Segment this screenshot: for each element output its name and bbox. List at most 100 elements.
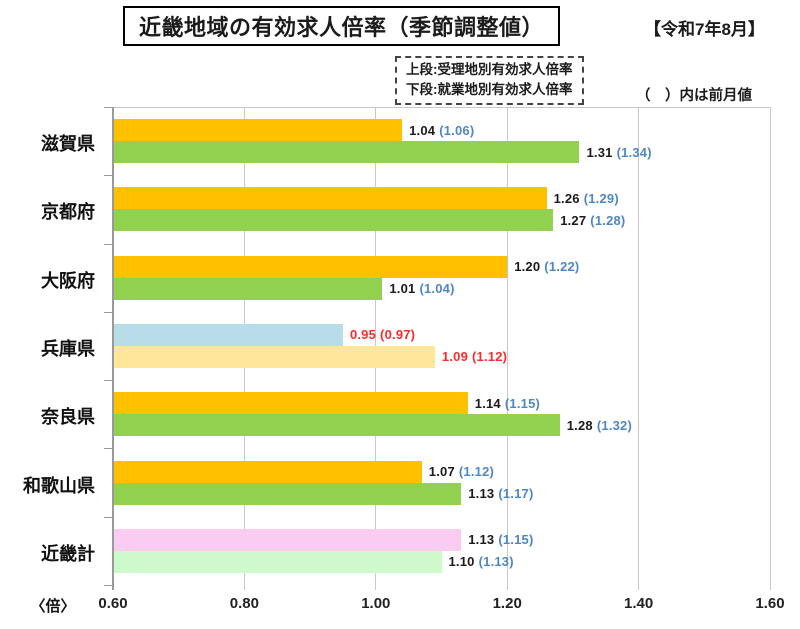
axis-unit-label: 〈倍〉 <box>30 598 76 615</box>
previous-month-value: (1.04) <box>419 281 455 297</box>
current-value: 1.20 <box>514 259 541 275</box>
category-axis-tick <box>104 380 113 382</box>
bar-value-label: 1.09 (1.12) <box>442 349 507 364</box>
bar-row: 奈良県 1.14 (1.15) 1.28 (1.32) <box>41 380 770 448</box>
chart-title: 近畿地域の有効求人倍率（季節調整値） <box>139 15 545 40</box>
bar-row: 和歌山県 1.07 (1.12) 1.13 (1.17) <box>23 448 770 516</box>
plot-top-border <box>113 107 770 108</box>
bar-line: 1.10 (1.13) <box>113 550 770 573</box>
bar-row: 滋賀県 1.04 (1.06) 1.31 (1.34) <box>41 107 770 175</box>
current-value: 1.27 <box>560 212 587 228</box>
bar-line: 1.13 (1.15) <box>113 528 770 551</box>
previous-month-value: (1.13) <box>478 554 514 570</box>
category-axis-tick <box>104 311 113 313</box>
bar-value-label: 1.04 (1.06) <box>409 123 474 138</box>
bar-line: 1.20 (1.22) <box>113 255 770 278</box>
bar-value-label: 0.95 (0.97) <box>350 327 415 342</box>
legend-box: 上段:受理地別有効求人倍率 下段:就業地別有効求人倍率 <box>395 56 584 105</box>
bar-line: 1.01 (1.04) <box>113 277 770 300</box>
previous-month-value: (1.12) <box>472 349 508 365</box>
current-value: 1.26 <box>553 190 580 206</box>
previous-month-value: (1.32) <box>596 417 633 433</box>
previous-month-value: (1.34) <box>616 144 652 160</box>
x-tick-label: 1.00 <box>361 595 391 612</box>
legend-line-lower: 下段:就業地別有効求人倍率 <box>406 82 573 98</box>
current-value: 1.04 <box>409 122 436 138</box>
previous-month-value: (1.28) <box>590 212 626 228</box>
bar <box>113 414 560 437</box>
category-label: 大阪府 <box>41 270 95 291</box>
bar <box>113 528 462 551</box>
bar <box>113 550 442 573</box>
previous-month-value: (1.22) <box>544 259 580 275</box>
bar <box>113 209 554 232</box>
x-tick-label: 1.40 <box>623 595 654 612</box>
category-axis-tick <box>104 107 113 108</box>
category-axis-tick <box>104 448 113 450</box>
current-value: 0.95 <box>349 327 377 343</box>
category-label: 兵庫県 <box>41 338 95 359</box>
bar-line: 1.31 (1.34) <box>113 141 770 164</box>
prev-month-note: （ ）内は前月値 <box>636 88 752 104</box>
bar-line: 0.95 (0.97) <box>113 323 770 346</box>
x-tick-label: 1.20 <box>492 595 522 612</box>
bar-value-label: 1.26 (1.29) <box>554 191 619 206</box>
bar-line: 1.09 (1.12) <box>113 345 770 368</box>
previous-month-value: (1.17) <box>498 486 534 502</box>
gridline <box>769 107 771 590</box>
bar <box>113 392 468 415</box>
bar <box>113 119 403 142</box>
category-axis-line <box>112 107 114 590</box>
bar-line: 1.07 (1.12) <box>113 460 770 483</box>
current-value: 1.01 <box>389 281 416 297</box>
bar-line: 1.27 (1.28) <box>113 209 770 232</box>
category-axis-tick <box>104 243 113 245</box>
category-label: 和歌山県 <box>23 475 95 496</box>
category-axis-tick <box>104 516 113 518</box>
bar <box>113 323 343 346</box>
category-label: 近畿計 <box>41 543 95 564</box>
plot-area: 滋賀県 1.04 (1.06) 1.31 (1.34) 京都府 1.26 (1.29) 1.27… <box>23 107 785 615</box>
current-value: 1.09 <box>441 349 469 365</box>
bar-value-label: 1.20 (1.22) <box>514 259 579 274</box>
bar-row: 大阪府 1.20 (1.22) 1.01 (1.04) <box>41 244 770 312</box>
bar-value-label: 1.28 (1.32) <box>567 418 632 433</box>
bar-row: 兵庫県 0.95 (0.97) 1.09 (1.12) <box>41 312 770 380</box>
previous-month-value: (1.29) <box>583 190 619 206</box>
chart-title-box: 近畿地域の有効求人倍率（季節調整値） <box>123 6 561 46</box>
category-axis-tick <box>104 585 113 586</box>
legend-line-upper: 上段:受理地別有効求人倍率 <box>406 62 573 77</box>
bar <box>113 255 508 278</box>
bar-value-label: 1.14 (1.15) <box>475 396 540 411</box>
bar-row: 近畿計 1.13 (1.15) 1.10 (1.13) <box>41 517 770 585</box>
x-tick-label: 1.60 <box>755 595 785 612</box>
bar-value-label: 1.27 (1.28) <box>560 213 625 228</box>
bar-value-label: 1.13 (1.15) <box>468 532 533 547</box>
bar <box>113 277 383 300</box>
x-tick-label: 0.80 <box>229 595 259 612</box>
previous-month-value: (0.97) <box>380 327 416 343</box>
bar-value-label: 1.01 (1.04) <box>389 281 454 296</box>
previous-month-value: (1.15) <box>498 532 534 548</box>
current-value: 1.28 <box>566 417 593 433</box>
current-value: 1.13 <box>468 486 495 502</box>
current-value: 1.31 <box>586 144 613 160</box>
bar <box>113 345 435 368</box>
previous-month-value: (1.06) <box>439 122 475 138</box>
bar-line: 1.26 (1.29) <box>113 187 770 210</box>
bar <box>113 187 547 210</box>
bar <box>113 141 580 164</box>
bar-line: 1.13 (1.17) <box>113 482 770 505</box>
bar <box>113 460 422 483</box>
current-value: 1.13 <box>468 532 495 548</box>
bar <box>113 482 462 505</box>
previous-month-value: (1.15) <box>504 395 541 411</box>
current-value: 1.14 <box>474 395 501 411</box>
period-label: 【令和7年8月】 <box>644 20 765 39</box>
previous-month-value: (1.12) <box>458 464 495 480</box>
category-label: 奈良県 <box>41 407 95 428</box>
gridline <box>638 107 640 590</box>
x-tick-label: 0.60 <box>98 595 128 612</box>
bar-value-label: 1.10 (1.13) <box>449 554 514 569</box>
